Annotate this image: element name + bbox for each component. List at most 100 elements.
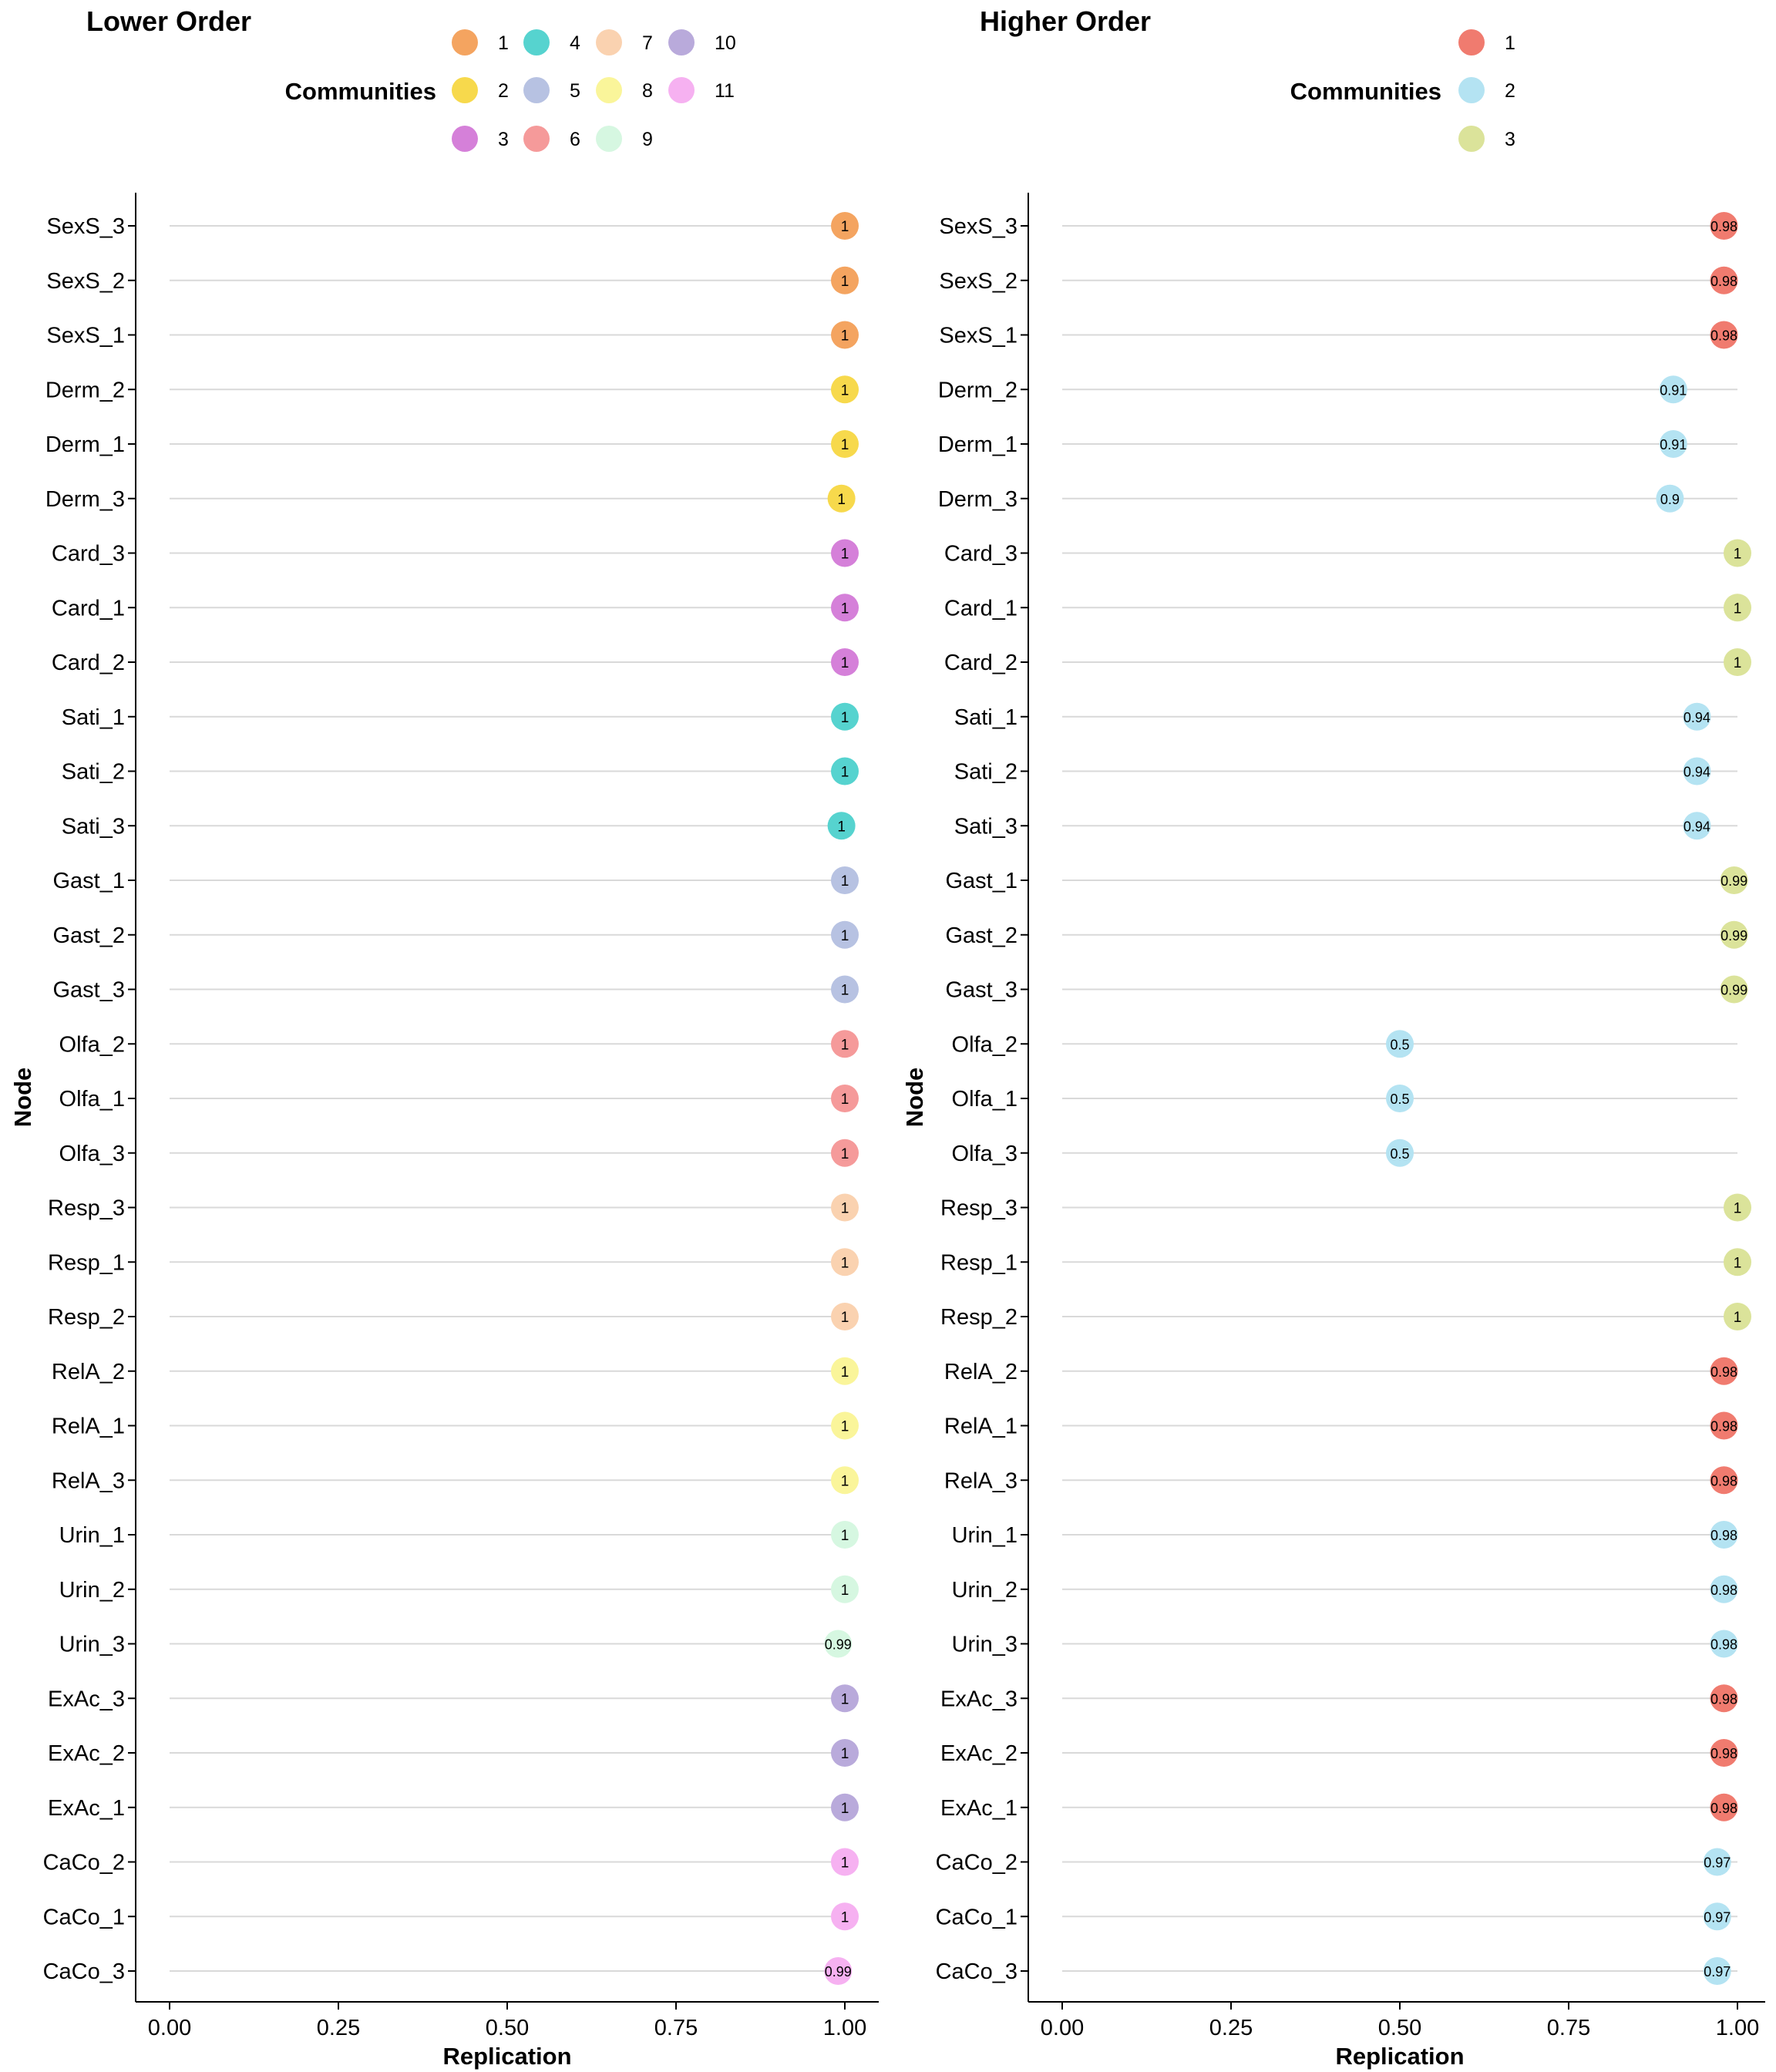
y-tick-label: Derm_1	[938, 432, 1018, 457]
data-point	[1710, 1630, 1738, 1658]
y-tick-label: Gast_1	[946, 869, 1018, 893]
y-tick-label: RelA_1	[52, 1414, 125, 1439]
y-tick-label: SexS_1	[939, 324, 1018, 348]
x-axis-title: Replication	[1335, 2043, 1464, 2070]
y-tick-label: Sati_2	[62, 760, 125, 785]
y-tick-label: Card_2	[944, 651, 1018, 675]
data-point	[831, 1085, 859, 1112]
data-point	[831, 1902, 859, 1931]
y-tick-label: SexS_2	[46, 269, 125, 294]
y-tick-label: Sati_1	[954, 705, 1018, 730]
data-label: 0.98	[1710, 1419, 1737, 1435]
data-label: 1	[841, 1473, 849, 1489]
y-tick-label: Gast_2	[53, 923, 126, 948]
data-point	[1710, 1575, 1738, 1603]
data-point	[831, 1139, 859, 1167]
data-point	[1656, 484, 1684, 513]
data-label: 1	[841, 1037, 849, 1053]
data-point	[1703, 1848, 1731, 1876]
y-tick-label: ExAc_1	[940, 1796, 1018, 1821]
y-tick-label: Resp_3	[48, 1196, 125, 1221]
data-label: 0.99	[1720, 873, 1747, 889]
data-label: 1	[1734, 1310, 1742, 1326]
y-tick-label: Gast_1	[53, 869, 126, 893]
data-point	[1710, 1521, 1738, 1549]
data-label: 1	[1734, 655, 1742, 671]
data-label: 0.98	[1710, 1473, 1737, 1488]
y-tick-label: Card_1	[52, 596, 125, 621]
y-tick-label: Resp_1	[48, 1250, 125, 1275]
legend-label: 6	[570, 129, 580, 150]
y-tick-label: Urin_3	[952, 1633, 1018, 1657]
data-point	[1724, 1193, 1751, 1222]
data-point	[1703, 1957, 1731, 1985]
y-tick-label: Resp_1	[940, 1250, 1018, 1275]
y-tick-label: ExAc_2	[48, 1741, 125, 1766]
y-tick-label: Urin_1	[59, 1523, 125, 1548]
data-point	[831, 1848, 859, 1876]
data-label: 1	[841, 1528, 849, 1544]
data-label: 1	[841, 1691, 849, 1707]
data-point	[831, 866, 859, 894]
legend-swatch	[1458, 29, 1485, 56]
y-tick-label: Derm_3	[45, 487, 125, 512]
data-point	[824, 1630, 853, 1658]
data-point	[1724, 648, 1751, 676]
data-label: 1	[841, 1146, 849, 1162]
data-label: 0.99	[1720, 983, 1747, 998]
data-point	[1683, 757, 1711, 785]
data-point	[827, 484, 856, 513]
y-tick-label: RelA_1	[944, 1414, 1018, 1439]
legend-swatch	[1458, 77, 1485, 103]
y-tick-label: CaCo_1	[43, 1905, 125, 1929]
data-point	[1724, 1303, 1751, 1330]
y-tick-label: Urin_1	[952, 1523, 1018, 1548]
data-point	[831, 1575, 859, 1603]
legend: Communities 1 2 3 4 5 6 7 8 9 10 11	[285, 29, 736, 152]
data-point	[827, 812, 856, 840]
y-tick-label: CaCo_1	[936, 1905, 1018, 1929]
y-tick-label: SexS_3	[46, 214, 125, 239]
data-point	[1683, 812, 1711, 840]
data-label: 1	[841, 1364, 849, 1381]
data-label: 0.98	[1710, 1801, 1737, 1816]
data-label: 1	[841, 1583, 849, 1599]
y-tick-label: Card_3	[944, 542, 1018, 567]
data-point	[831, 375, 859, 404]
data-point	[1710, 321, 1738, 349]
data-point	[1659, 430, 1687, 458]
data-label: 1	[1734, 1255, 1742, 1271]
data-label: 0.98	[1710, 274, 1737, 289]
data-label: 0.5	[1390, 1092, 1409, 1107]
data-point	[1720, 920, 1748, 949]
legend-swatch	[523, 29, 550, 56]
legend-swatch	[596, 126, 622, 152]
y-tick-label: Resp_2	[48, 1305, 125, 1330]
y-tick-label: ExAc_3	[940, 1687, 1018, 1711]
data-point	[824, 1957, 853, 1985]
data-point	[831, 1357, 859, 1385]
y-tick-label: Urin_3	[59, 1633, 125, 1657]
legend-label: 11	[715, 80, 735, 102]
data-label: 1	[841, 274, 849, 290]
data-label: 0.91	[1660, 382, 1687, 398]
data-label: 0.5	[1390, 1037, 1409, 1052]
data-point	[1724, 1248, 1751, 1276]
data-label: 1	[841, 1419, 849, 1435]
data-label: 0.98	[1710, 1583, 1737, 1598]
x-tick-label: 0.50	[486, 2016, 529, 2040]
data-label: 0.98	[1710, 1691, 1737, 1707]
data-label: 0.94	[1684, 710, 1710, 725]
y-tick-label: ExAc_1	[48, 1796, 125, 1821]
x-tick-label: 0.25	[317, 2016, 360, 2040]
data-label: 1	[841, 1746, 849, 1762]
data-label: 1	[841, 1255, 849, 1271]
legend-label: 8	[642, 80, 653, 102]
x-tick-label: 0.25	[1209, 2016, 1253, 2040]
y-tick-label: SexS_3	[939, 214, 1018, 239]
y-tick-label: Derm_1	[45, 432, 125, 457]
legend-label: 9	[642, 129, 653, 150]
y-tick-label: ExAc_3	[48, 1687, 125, 1711]
y-tick-label: Derm_3	[938, 487, 1018, 512]
legend-label: 2	[1505, 80, 1515, 102]
